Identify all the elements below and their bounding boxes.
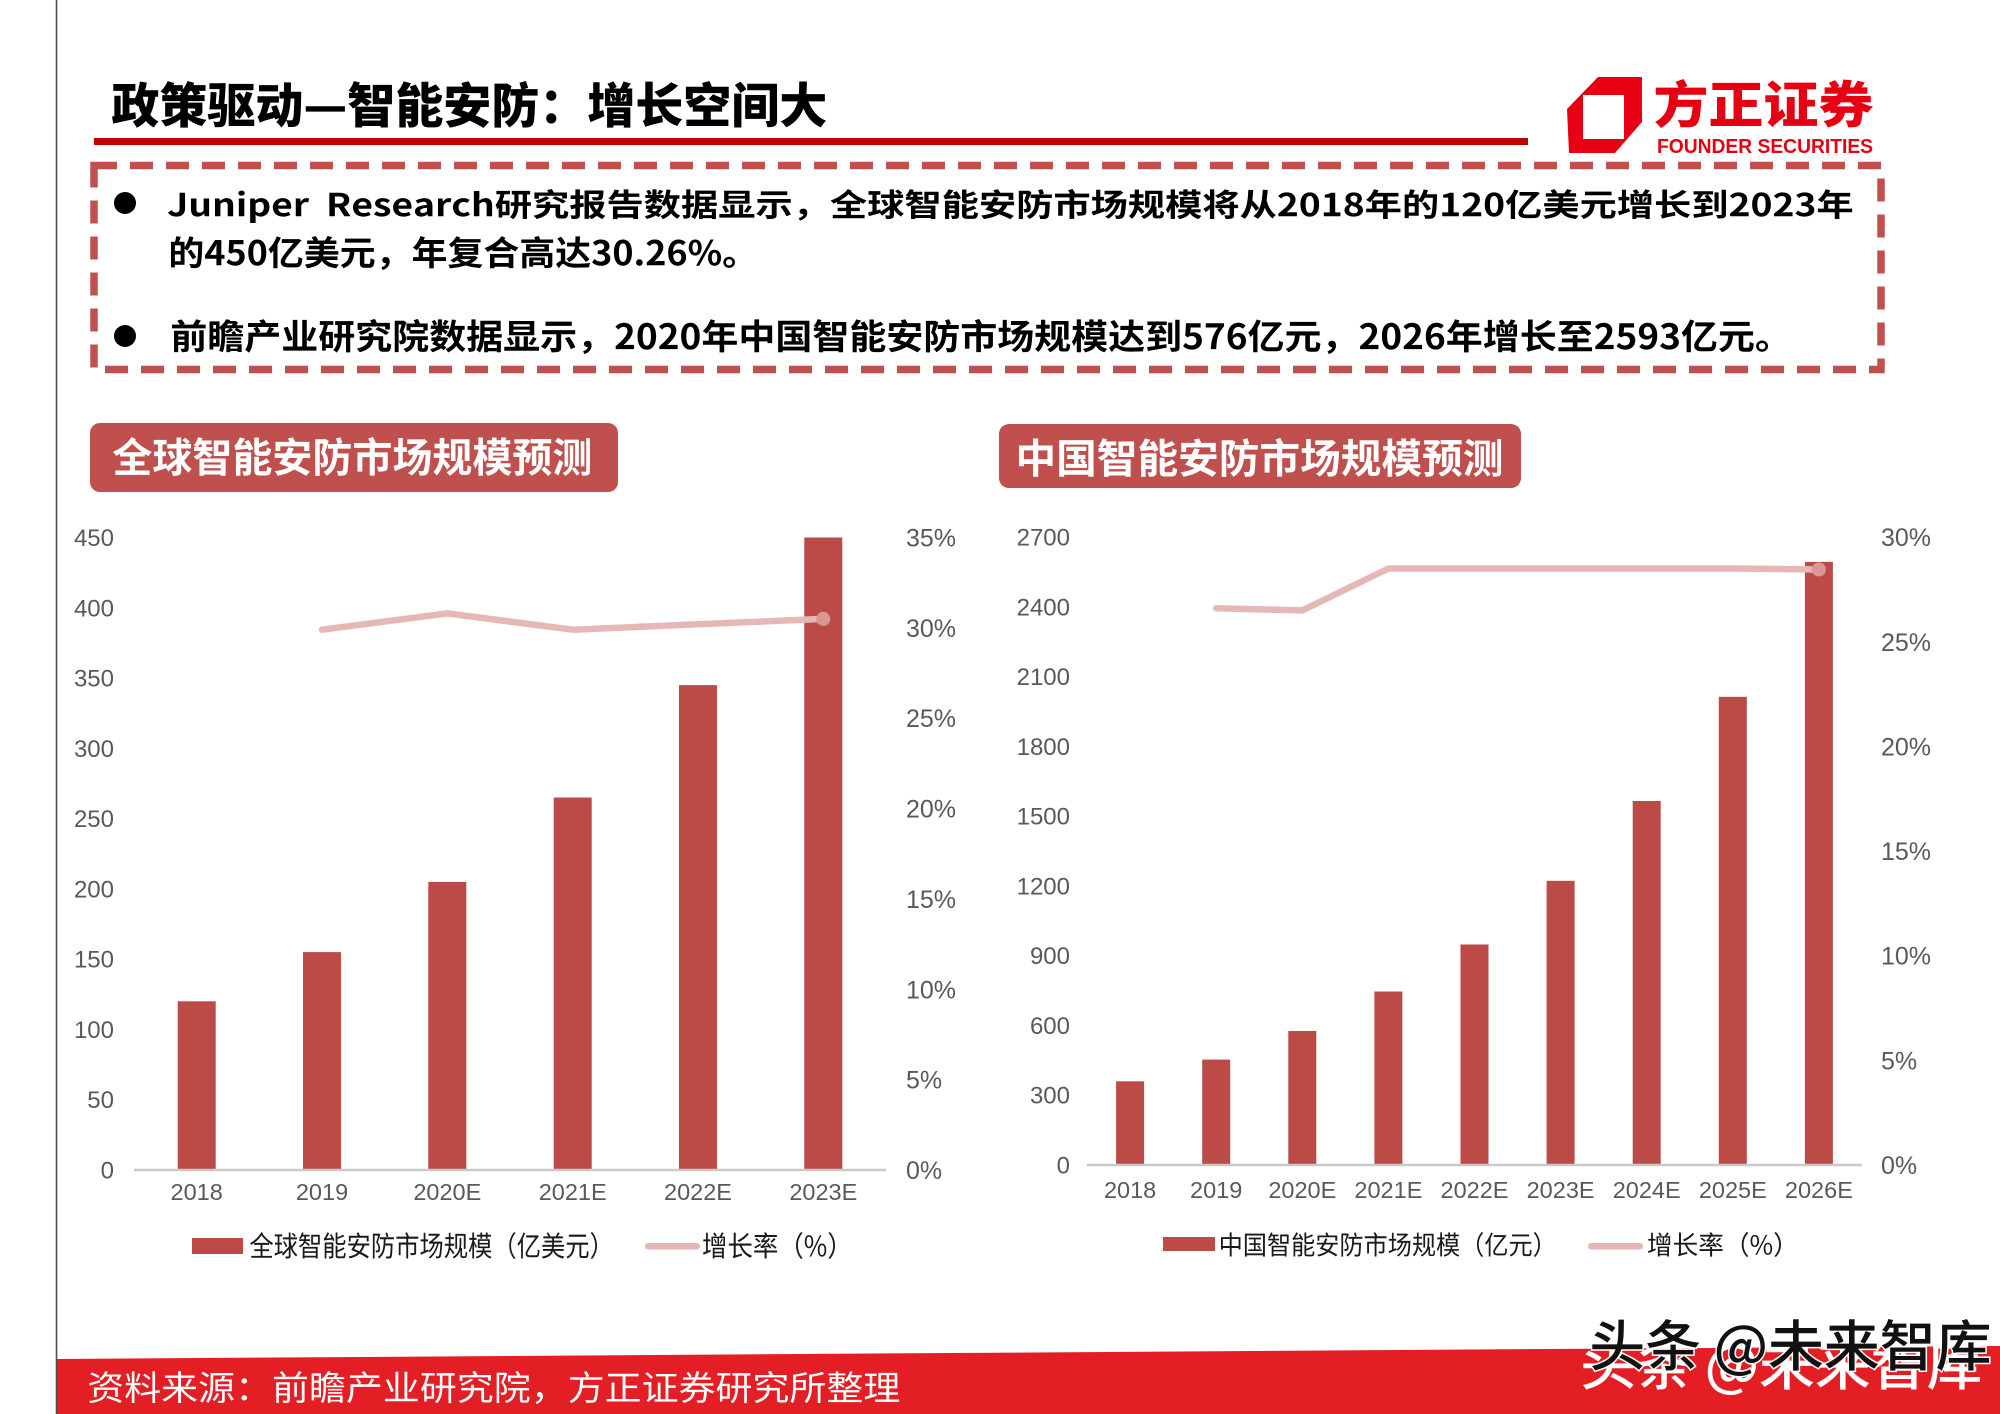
svg-text:100: 100 bbox=[74, 1017, 114, 1044]
svg-text:50: 50 bbox=[87, 1087, 114, 1114]
svg-text:20%: 20% bbox=[906, 796, 956, 824]
svg-text:2019: 2019 bbox=[296, 1179, 348, 1205]
svg-text:300: 300 bbox=[74, 736, 114, 763]
svg-text:900: 900 bbox=[1030, 943, 1070, 970]
svg-text:15%: 15% bbox=[1881, 838, 1931, 866]
svg-text:2022E: 2022E bbox=[1441, 1177, 1509, 1203]
svg-text:200: 200 bbox=[74, 876, 114, 903]
svg-text:5%: 5% bbox=[906, 1067, 942, 1095]
svg-text:10%: 10% bbox=[906, 976, 956, 1004]
svg-text:30%: 30% bbox=[1881, 524, 1931, 552]
svg-text:350: 350 bbox=[74, 666, 114, 693]
svg-text:2021E: 2021E bbox=[539, 1179, 607, 1205]
svg-text:450: 450 bbox=[74, 525, 114, 552]
svg-text:2020E: 2020E bbox=[413, 1179, 481, 1205]
svg-text:2020E: 2020E bbox=[1268, 1177, 1336, 1203]
svg-text:0: 0 bbox=[101, 1158, 114, 1185]
svg-text:35%: 35% bbox=[906, 525, 956, 553]
svg-text:0: 0 bbox=[1057, 1153, 1070, 1180]
svg-text:5%: 5% bbox=[1881, 1047, 1917, 1075]
svg-text:2026E: 2026E bbox=[1785, 1177, 1853, 1203]
svg-text:250: 250 bbox=[74, 806, 114, 833]
svg-text:2024E: 2024E bbox=[1613, 1177, 1681, 1203]
svg-text:0%: 0% bbox=[1881, 1152, 1917, 1180]
svg-text:FOUNDER SECURITIES: FOUNDER SECURITIES bbox=[1657, 136, 1873, 158]
svg-text:25%: 25% bbox=[906, 705, 956, 733]
svg-text:10%: 10% bbox=[1881, 943, 1931, 971]
svg-text:2019: 2019 bbox=[1190, 1177, 1242, 1203]
svg-text:2023E: 2023E bbox=[789, 1179, 857, 1205]
svg-text:2023E: 2023E bbox=[1527, 1177, 1595, 1203]
svg-text:2018: 2018 bbox=[171, 1179, 223, 1205]
svg-text:2021E: 2021E bbox=[1354, 1177, 1422, 1203]
svg-text:30%: 30% bbox=[906, 615, 956, 643]
svg-text:15%: 15% bbox=[906, 886, 956, 914]
svg-text:2022E: 2022E bbox=[664, 1179, 732, 1205]
svg-text:2400: 2400 bbox=[1017, 594, 1070, 621]
svg-text:25%: 25% bbox=[1881, 629, 1931, 657]
svg-text:2025E: 2025E bbox=[1699, 1177, 1767, 1203]
svg-text:2100: 2100 bbox=[1017, 664, 1070, 691]
svg-text:2018: 2018 bbox=[1104, 1177, 1156, 1203]
svg-text:1800: 1800 bbox=[1017, 734, 1070, 761]
svg-text:1500: 1500 bbox=[1017, 804, 1070, 831]
svg-text:300: 300 bbox=[1030, 1083, 1070, 1110]
svg-text:1200: 1200 bbox=[1017, 873, 1070, 900]
svg-text:2700: 2700 bbox=[1017, 525, 1070, 552]
svg-text:400: 400 bbox=[74, 595, 114, 622]
svg-text:600: 600 bbox=[1030, 1013, 1070, 1040]
svg-text:20%: 20% bbox=[1881, 733, 1931, 761]
svg-text:150: 150 bbox=[74, 947, 114, 974]
svg-text:0%: 0% bbox=[906, 1157, 942, 1185]
